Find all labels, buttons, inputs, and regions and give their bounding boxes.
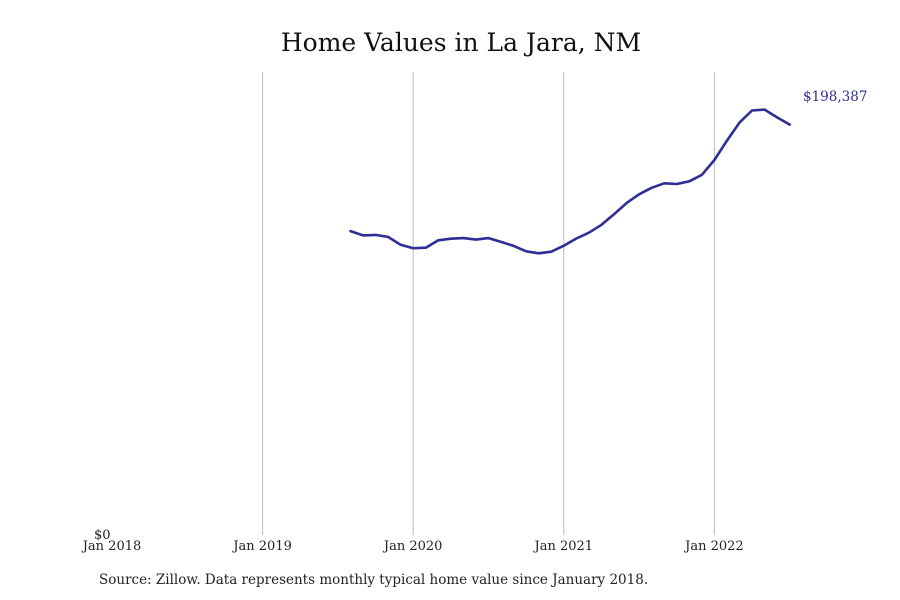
x-tick-label: Jan 2019 bbox=[231, 539, 292, 554]
gridlines bbox=[262, 72, 715, 535]
x-tick-label: Jan 2022 bbox=[683, 539, 744, 554]
x-tick-label: Jan 2021 bbox=[533, 539, 594, 554]
x-tick-label: Jan 2018 bbox=[81, 539, 142, 554]
source-note: Source: Zillow. Data represents monthly … bbox=[99, 572, 649, 588]
x-axis-ticks: Jan 2018 Jan 2019 Jan 2020 Jan 2021 Jan 2022 bbox=[81, 539, 744, 554]
series-layer: $198,387 bbox=[349, 89, 867, 255]
x-tick-label: Jan 2020 bbox=[382, 539, 443, 554]
chart-title: Home Values in La Jara, NM bbox=[280, 28, 642, 57]
y-tick-label: $0 bbox=[94, 528, 111, 543]
y-axis-ticks: $0 bbox=[94, 528, 111, 543]
series-line bbox=[349, 108, 792, 255]
end-value-label: $198,387 bbox=[803, 89, 867, 105]
